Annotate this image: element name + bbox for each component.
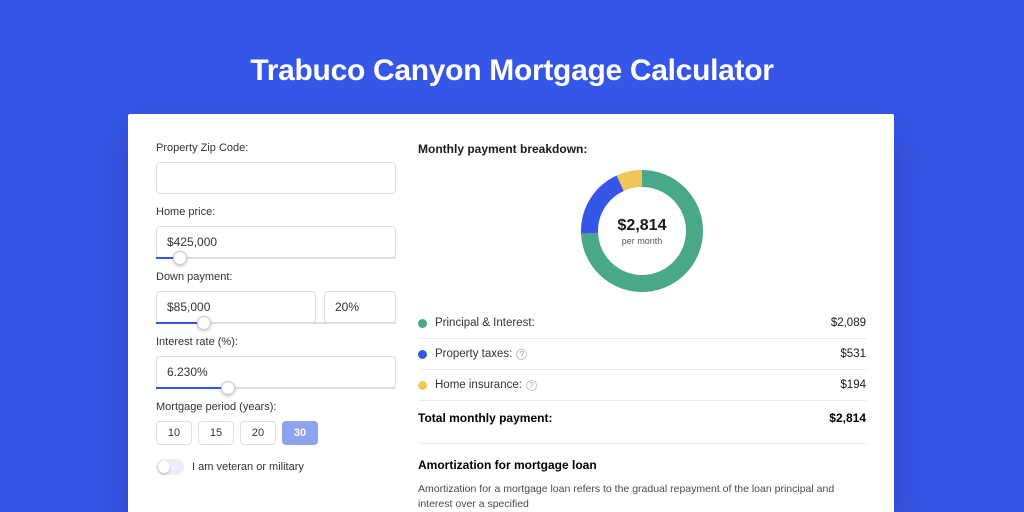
inputs-column: Property Zip Code: Home price: Down paym… [156, 142, 396, 512]
price-slider[interactable] [156, 257, 396, 259]
rate-input[interactable] [156, 356, 396, 388]
zip-field-group: Property Zip Code: [156, 142, 396, 194]
donut-center: $2,814 per month [581, 170, 703, 292]
legend-dot-icon [418, 350, 427, 359]
period-option-10[interactable]: 10 [156, 421, 192, 445]
legend-row-tax: Property taxes:?$531 [418, 339, 866, 370]
donut-container: $2,814 per month [418, 162, 866, 298]
legend-dot-icon [418, 381, 427, 390]
total-value: $2,814 [829, 411, 866, 425]
period-field-group: Mortgage period (years): 10152030 [156, 401, 396, 445]
period-option-20[interactable]: 20 [240, 421, 276, 445]
down-amount-input[interactable] [156, 291, 316, 323]
rate-slider-thumb[interactable] [221, 381, 235, 395]
price-input[interactable] [156, 226, 396, 258]
page-title: Trabuco Canyon Mortgage Calculator [0, 0, 1024, 114]
down-field-group: Down payment: [156, 271, 396, 324]
amortization-text: Amortization for a mortgage loan refers … [418, 482, 866, 512]
info-icon[interactable]: ? [516, 349, 527, 360]
veteran-row: I am veteran or military [156, 459, 396, 475]
veteran-toggle[interactable] [156, 459, 184, 475]
legend-label: Property taxes:? [435, 348, 840, 360]
total-label: Total monthly payment: [418, 411, 829, 425]
legend-value: $531 [840, 348, 866, 360]
down-percent-input[interactable] [324, 291, 396, 323]
rate-slider[interactable] [156, 387, 396, 389]
donut-subtext: per month [622, 236, 663, 246]
legend-label: Principal & Interest: [435, 317, 831, 329]
info-icon[interactable]: ? [526, 380, 537, 391]
calculator-card: Property Zip Code: Home price: Down paym… [128, 114, 894, 512]
zip-label: Property Zip Code: [156, 142, 396, 154]
down-label: Down payment: [156, 271, 396, 283]
amortization-title: Amortization for mortgage loan [418, 458, 866, 472]
total-row: Total monthly payment: $2,814 [418, 401, 866, 439]
legend-value: $2,089 [831, 317, 866, 329]
price-label: Home price: [156, 206, 396, 218]
veteran-toggle-knob [158, 461, 170, 473]
rate-label: Interest rate (%): [156, 336, 396, 348]
down-slider[interactable] [156, 322, 396, 324]
zip-input[interactable] [156, 162, 396, 194]
breakdown-title: Monthly payment breakdown: [418, 142, 866, 156]
period-option-15[interactable]: 15 [198, 421, 234, 445]
donut-amount: $2,814 [618, 217, 667, 235]
legend-row-pi: Principal & Interest:$2,089 [418, 308, 866, 339]
down-slider-thumb[interactable] [197, 316, 211, 330]
payment-donut-chart: $2,814 per month [581, 170, 703, 292]
period-label: Mortgage period (years): [156, 401, 396, 413]
breakdown-legend: Principal & Interest:$2,089Property taxe… [418, 308, 866, 401]
period-options: 10152030 [156, 421, 396, 445]
veteran-label: I am veteran or military [192, 461, 304, 473]
period-option-30[interactable]: 30 [282, 421, 318, 445]
legend-row-ins: Home insurance:?$194 [418, 370, 866, 401]
legend-value: $194 [840, 379, 866, 391]
rate-slider-fill [156, 387, 228, 389]
amortization-section: Amortization for mortgage loan Amortizat… [418, 443, 866, 512]
legend-dot-icon [418, 319, 427, 328]
price-field-group: Home price: [156, 206, 396, 259]
rate-field-group: Interest rate (%): [156, 336, 396, 389]
price-slider-thumb[interactable] [173, 251, 187, 265]
breakdown-column: Monthly payment breakdown: $2,814 per mo… [418, 142, 866, 512]
legend-label: Home insurance:? [435, 379, 840, 391]
